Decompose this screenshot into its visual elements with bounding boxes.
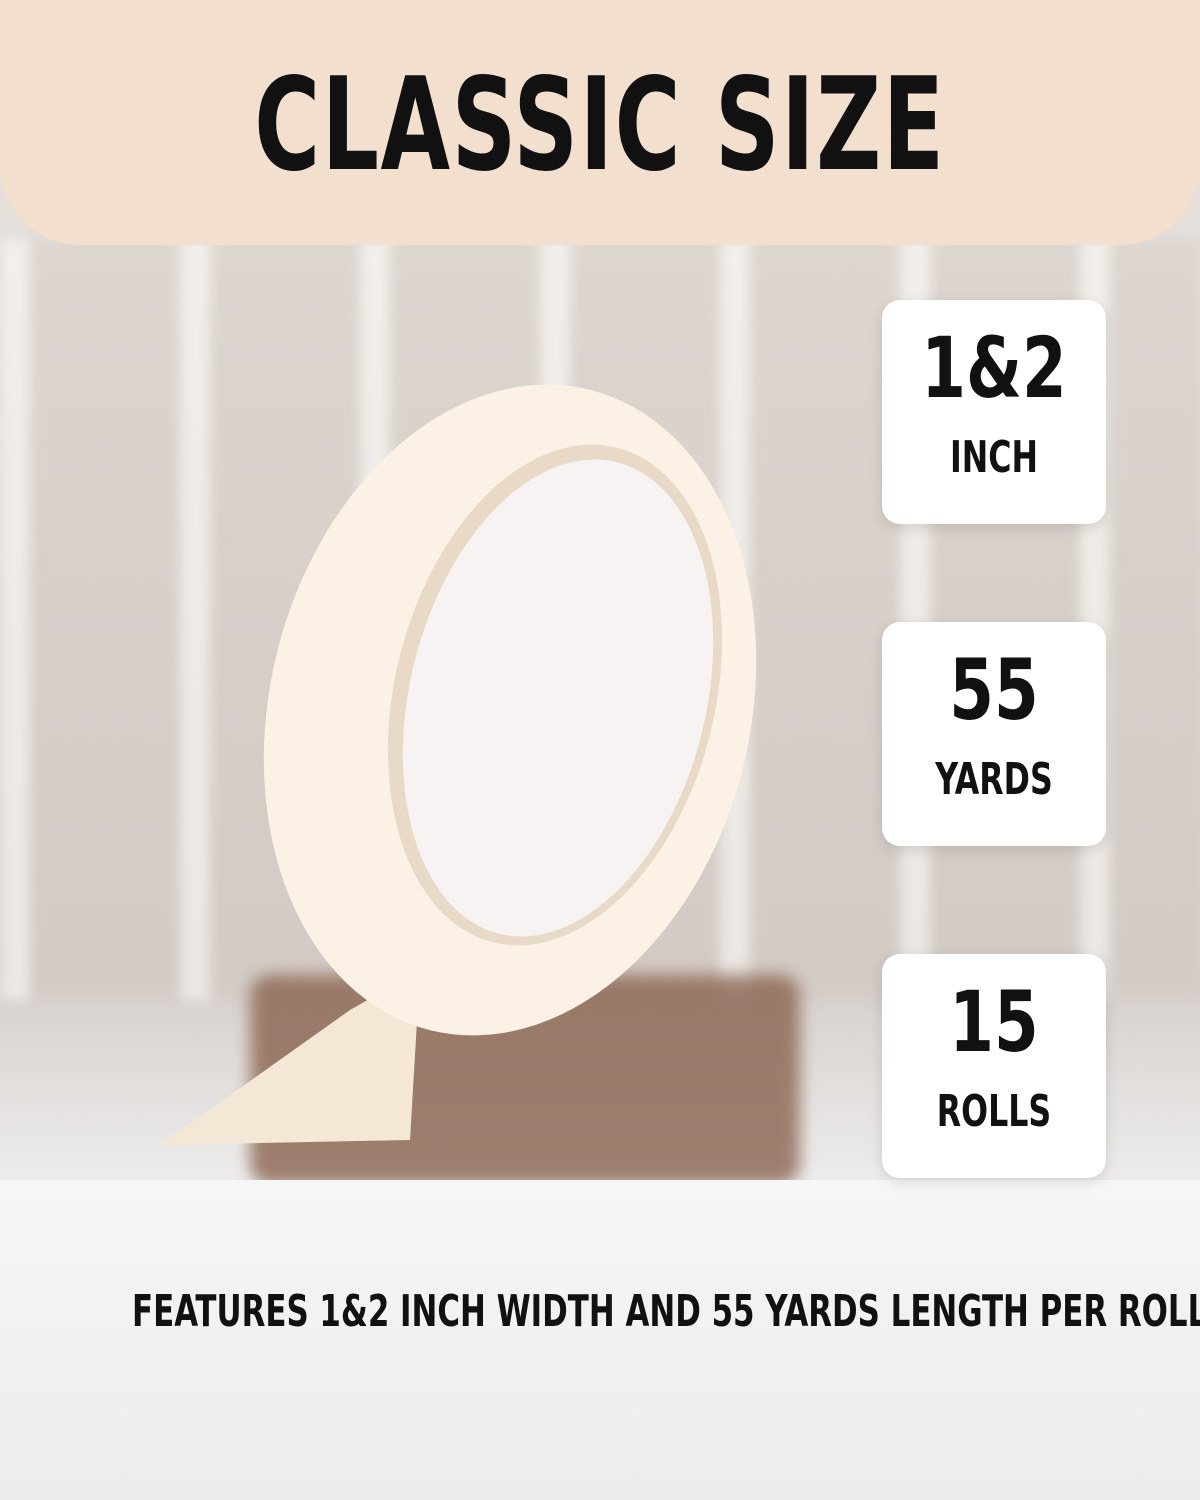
spec-card-width: 1&2 INCH <box>882 300 1106 524</box>
caption: FEATURES 1&2 INCH WIDTH AND 55 YARDS LEN… <box>132 1286 1200 1337</box>
spec-card-length: 55 YARDS <box>882 622 1106 846</box>
spec-unit: INCH <box>949 432 1039 483</box>
spec-value: 55 <box>949 641 1039 739</box>
tape-strip <box>160 970 420 1145</box>
tabletop <box>0 1180 1200 1500</box>
spec-value: 15 <box>949 973 1039 1071</box>
spec-value: 1&2 <box>921 319 1067 417</box>
tape-roll-image <box>160 384 757 1145</box>
spec-card-rolls: 15 ROLLS <box>882 954 1106 1178</box>
spec-unit: ROLLS <box>936 1086 1052 1137</box>
spec-unit: YARDS <box>935 754 1053 805</box>
page-title: CLASSIC SIZE <box>254 51 946 200</box>
title-banner: CLASSIC SIZE <box>0 0 1200 245</box>
